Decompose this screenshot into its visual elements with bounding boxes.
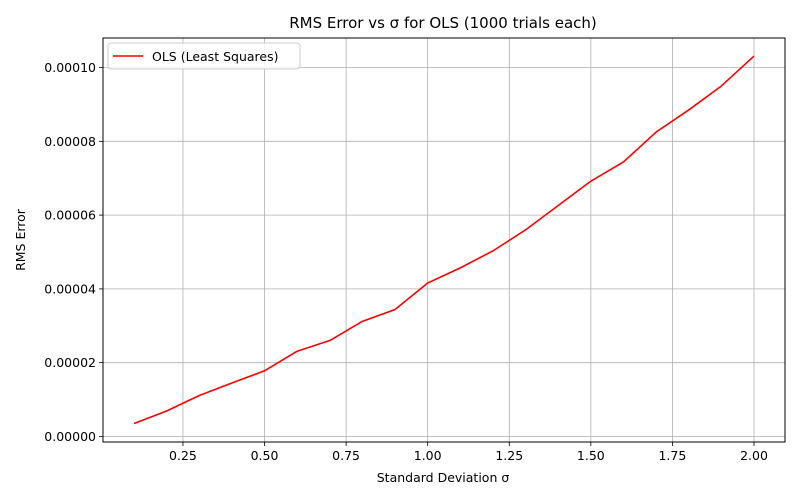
y-tick-label: 0.00004 [44,281,96,296]
y-tick-label: 0.00000 [44,429,96,444]
y-tick-label: 0.00010 [44,60,96,75]
x-tick-label: 1.00 [414,448,442,463]
y-ticks: 0.00000 0.00002 0.00004 0.00006 0.00008 0.000… [44,60,103,444]
y-tick-label: 0.00008 [44,134,96,149]
y-axis-label: RMS Error [13,208,28,271]
legend-label: OLS (Least Squares) [152,49,278,64]
x-tick-label: 0.75 [332,448,360,463]
x-tick-label: 1.50 [577,448,605,463]
x-tick-label: 0.50 [251,448,279,463]
x-tick-label: 2.00 [740,448,768,463]
series-layer [133,55,755,425]
x-tick-label: 1.25 [495,448,523,463]
x-ticks: 0.25 0.50 0.75 1.00 1.25 1.50 1.75 2.00 [169,442,768,463]
legend-box [107,42,301,70]
x-axis-label: Standard Deviation σ [377,470,510,485]
series-line [133,55,755,425]
legend: OLS (Least Squares) [107,42,301,70]
chart-title: RMS Error vs σ for OLS (1000 trials each… [289,14,597,32]
x-tick-label: 0.25 [169,448,197,463]
y-tick-label: 0.00006 [44,208,96,223]
y-tick-label: 0.00002 [44,355,96,370]
plot-frame [102,37,786,443]
x-tick-label: 1.75 [658,448,686,463]
grid [103,38,785,442]
